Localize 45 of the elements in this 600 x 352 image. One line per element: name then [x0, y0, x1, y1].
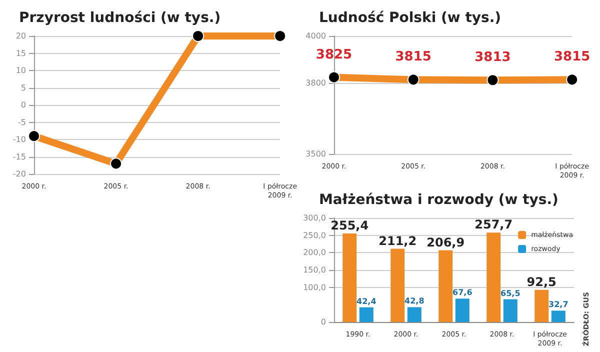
y-tick-label: 5 [20, 83, 26, 92]
y-tick-label: 15 [16, 48, 26, 58]
y-tick-label: -5 [18, 118, 26, 127]
chart-title: Przyrost ludności (w tys.) [19, 10, 221, 26]
data-label: 3815 [554, 50, 590, 65]
y-tick-label: 0 [320, 318, 326, 326]
chart-title: Małżeństwa i rozwody (w tys.) [319, 192, 558, 208]
data-label: 42,4 [356, 296, 377, 306]
data-label: 3813 [474, 50, 511, 66]
data-label: 67,6 [452, 288, 473, 298]
bar [503, 299, 518, 322]
bar [407, 307, 422, 322]
data-label: 255,4 [330, 218, 369, 232]
y-tick-label: 3500 [306, 150, 326, 158]
chart-title: Ludność Polski (w tys.) [319, 10, 502, 26]
data-label: 257,7 [474, 218, 513, 232]
data-label: 206,9 [426, 235, 465, 250]
y-tick-label: 200,0 [303, 248, 326, 258]
y-tick-label: 250,0 [303, 230, 326, 240]
y-tick-label: -20 [12, 170, 26, 178]
y-tick-label: 150,0 [303, 266, 326, 274]
y-tick-label: 3800 [306, 78, 326, 88]
data-label: 211,2 [378, 234, 417, 248]
y-tick-label: -15 [12, 152, 26, 162]
bar [342, 233, 357, 322]
bar [390, 248, 405, 322]
data-label: 3815 [395, 50, 432, 65]
y-tick-label: 0 [20, 100, 26, 110]
y-tick-label: 300,0 [303, 214, 326, 222]
data-label: 65,5 [500, 288, 521, 298]
data-label: 32,7 [548, 300, 568, 310]
y-tick-label: -10 [12, 135, 26, 144]
bar [534, 290, 549, 322]
bar [551, 310, 566, 322]
bar [438, 250, 453, 322]
data-label: 42,8 [404, 296, 425, 306]
y-tick-label: 4000 [306, 32, 326, 40]
y-tick-label: 100,0 [303, 282, 326, 292]
y-tick-label: 20 [16, 32, 26, 40]
bar [359, 307, 374, 322]
bar [486, 232, 501, 322]
bar [455, 298, 470, 322]
data-label: 3825 [316, 47, 352, 62]
data-label: 92,5 [526, 274, 556, 289]
y-tick-label: 10 [16, 66, 26, 75]
